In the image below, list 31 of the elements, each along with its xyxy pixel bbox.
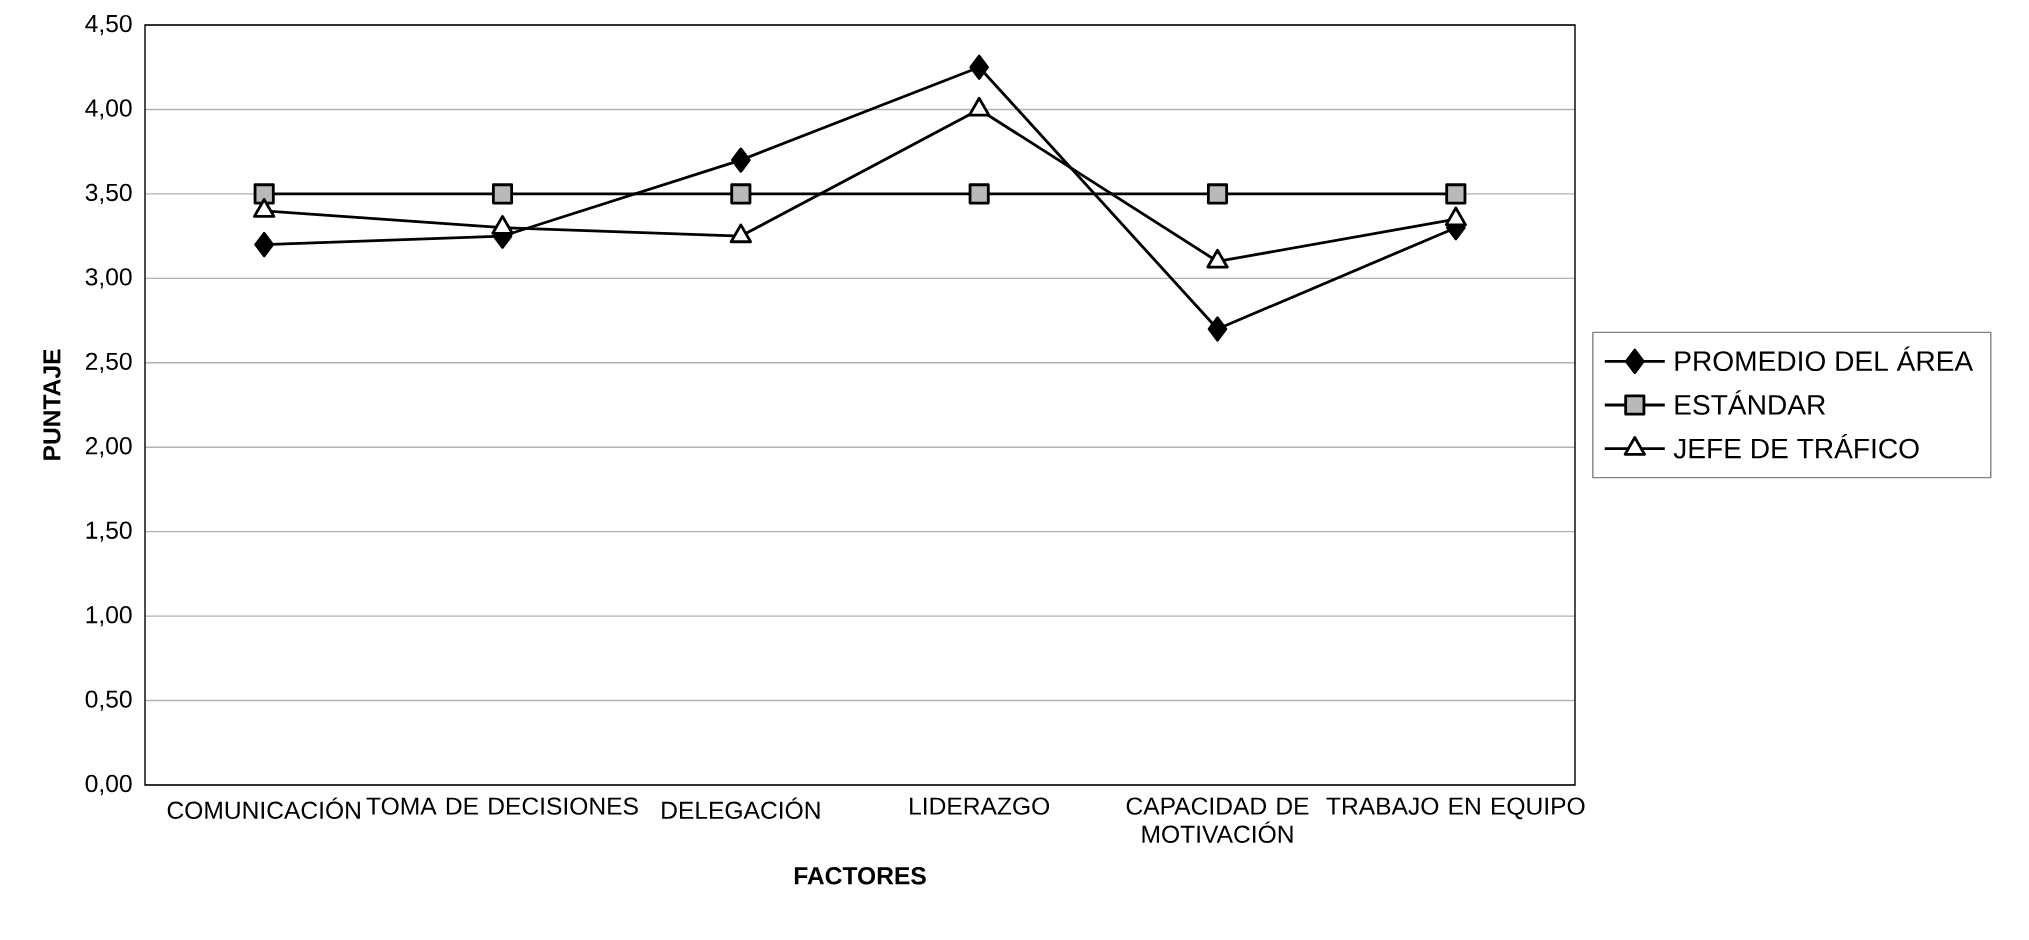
y-tick-label: 2,00 [85, 437, 132, 458]
point [1207, 316, 1228, 342]
y-tick-label: 3,50 [85, 183, 132, 205]
point [730, 147, 751, 173]
point [1445, 183, 1467, 205]
point [1206, 183, 1229, 205]
point [968, 183, 990, 205]
x-tick-label: LIDERAZGO [910, 797, 1050, 815]
y-tick-label: 4,50 [85, 14, 132, 36]
x-tick-label: DELEGACIÓN [662, 797, 820, 819]
point [491, 183, 514, 205]
point [969, 54, 990, 80]
y-tick-label: 1,00 [86, 605, 132, 627]
y-tick-label: 4,00 [85, 99, 132, 120]
x-tick-label: COMUNICACIÓN [167, 797, 360, 819]
y-tick-label: 0,50 [85, 690, 132, 711]
legend-label: JEFE DE TRÁFICO [1673, 433, 1919, 459]
x-axis-title: FACTORES [794, 867, 926, 885]
y-axis-title: PUNTAJE [43, 349, 61, 460]
legend-label: PROMEDIO DEL ÁREA [1675, 346, 1974, 372]
x-tick-label: TOMA DE DECISIONES [366, 797, 638, 815]
point [730, 183, 752, 205]
x-tick-label: TRABAJO EN EQUIPO [1326, 797, 1585, 820]
x-tick-label: CAPACIDAD DE MOTIVACIÓN [1126, 797, 1309, 843]
y-tick-label: 0,00 [85, 774, 132, 796]
point [253, 183, 275, 205]
y-tick-label: 3,00 [85, 268, 132, 289]
point [254, 231, 275, 258]
legend-label: ESTÁNDAR [1675, 390, 1826, 415]
y-tick-label: 2,50 [85, 352, 132, 373]
y-tick-label: 1,50 [86, 521, 132, 542]
